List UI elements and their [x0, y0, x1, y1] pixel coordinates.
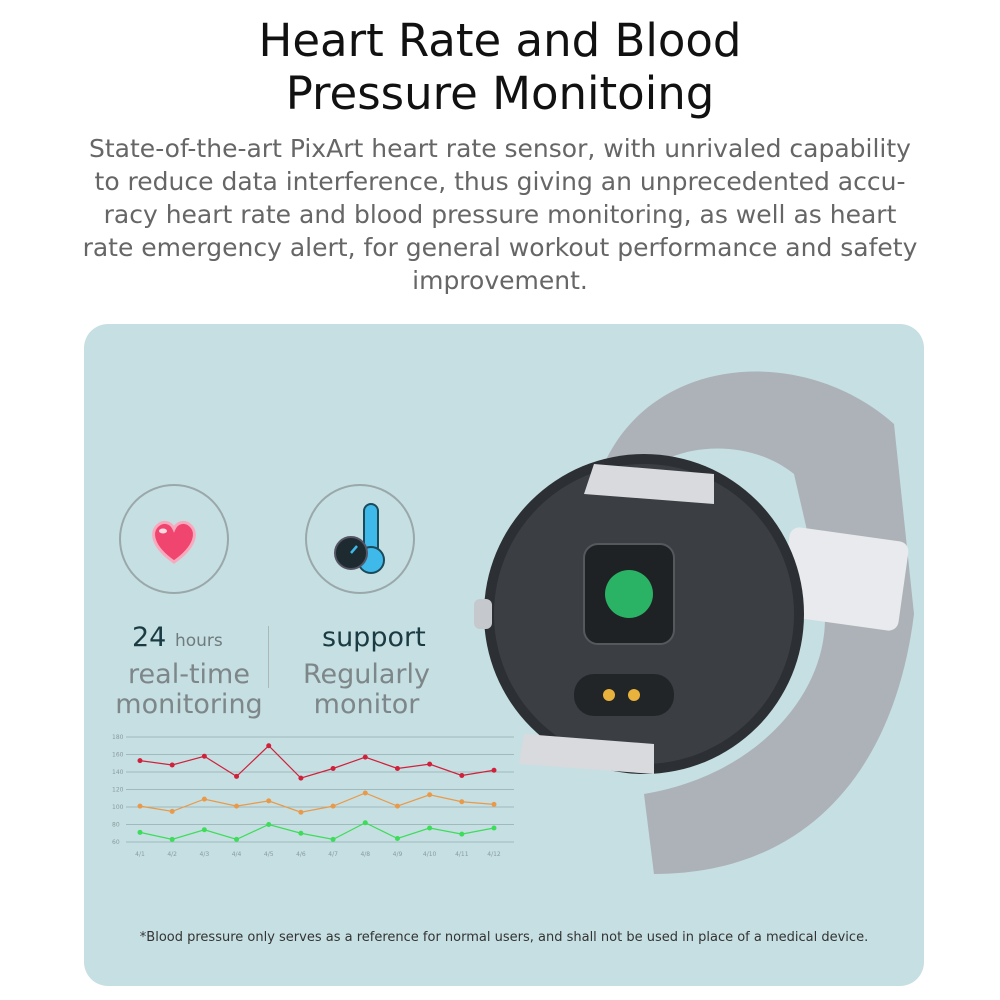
data-point: [169, 762, 175, 768]
data-point: [137, 829, 143, 835]
x-tick-label: 4/11: [455, 851, 469, 858]
data-point: [298, 809, 304, 815]
x-tick-label: 4/3: [200, 851, 210, 858]
data-point: [137, 803, 143, 809]
data-point: [234, 803, 240, 809]
y-tick-label: 120: [112, 787, 124, 794]
data-point: [169, 836, 175, 842]
data-point: [394, 766, 400, 771]
data-point: [394, 803, 400, 809]
regular-monitor-label: Regularly monitor: [274, 660, 459, 720]
data-point: [427, 761, 433, 767]
data-point: [491, 825, 497, 831]
data-point: [330, 836, 336, 842]
data-point: [266, 822, 272, 827]
data-point: [362, 754, 368, 760]
realtime-line1: real-time: [128, 659, 250, 690]
feature-24-hours: 24 hours: [132, 622, 223, 653]
data-point: [234, 773, 240, 779]
series-line-1: [139, 792, 495, 813]
title-line-1: Heart Rate and Blood: [258, 14, 742, 67]
data-point: [459, 799, 465, 805]
heart-icon: [152, 520, 196, 564]
data-point: [427, 825, 433, 831]
y-tick-label: 140: [112, 769, 124, 776]
data-point: [459, 773, 465, 778]
data-point: [137, 758, 143, 764]
regular-line1: Regularly: [302, 659, 431, 690]
realtime-label: real-time monitoring: [94, 660, 284, 720]
x-tick-label: 4/8: [360, 851, 370, 858]
data-point: [491, 801, 497, 807]
y-tick-label: 160: [112, 752, 124, 759]
x-tick-label: 4/9: [393, 851, 403, 858]
hours-unit: hours: [174, 631, 223, 651]
x-tick-label: 4/6: [296, 851, 306, 858]
y-tick-label: 180: [112, 734, 124, 741]
data-point: [266, 798, 272, 804]
hours-number: 24: [132, 622, 167, 653]
data-point: [298, 775, 304, 781]
data-point: [427, 792, 433, 798]
divider: [268, 626, 269, 688]
description: State-of-the-art PixArt heart rate senso…: [82, 134, 918, 295]
smartwatch-image: [474, 371, 914, 874]
title-line-2: Pressure Monitoing: [285, 67, 715, 120]
series-line-2: [139, 822, 495, 841]
data-point: [298, 830, 304, 836]
x-tick-label: 4/12: [487, 851, 501, 858]
data-point: [362, 790, 368, 796]
regular-line2: monitor: [313, 689, 420, 720]
x-tick-label: 4/7: [328, 851, 338, 858]
realtime-line2: monitoring: [115, 689, 263, 720]
thermometer-icon-circle: [305, 484, 415, 594]
footnote: *Blood pressure only serves as a referen…: [139, 930, 869, 945]
y-tick-label: 60: [112, 839, 120, 846]
data-point: [394, 836, 400, 841]
data-point: [201, 827, 207, 833]
y-tick-label: 80: [112, 822, 120, 829]
data-point: [459, 831, 465, 837]
y-tick-label: 100: [112, 804, 124, 811]
data-point: [330, 803, 336, 809]
data-point: [201, 753, 207, 759]
data-point: [491, 767, 497, 773]
thermometer-clock-icon: [334, 503, 385, 574]
x-tick-label: 4/1: [135, 851, 145, 858]
feature-support: support: [322, 622, 426, 653]
x-tick-label: 4/2: [167, 851, 177, 858]
heart-icon-circle: [119, 484, 229, 594]
line-chart: 60 80 100 120 140 160 180 4/1 4/2 4/3 4/4 4/5 4/6 4/7…: [112, 734, 514, 858]
product-panel: 24 hours real-time monitoring support Re…: [84, 324, 924, 986]
data-point: [362, 820, 368, 826]
data-point: [266, 743, 272, 749]
x-tick-label: 4/4: [232, 851, 242, 858]
data-point: [330, 766, 336, 771]
data-point: [201, 796, 207, 802]
data-point: [234, 836, 240, 842]
x-tick-label: 4/5: [264, 851, 274, 858]
data-point: [169, 808, 175, 814]
x-tick-label: 4/10: [423, 851, 437, 858]
page-title: Heart Rate and Blood Pressure Monitoing: [0, 14, 1000, 120]
series-line-0: [139, 744, 495, 779]
